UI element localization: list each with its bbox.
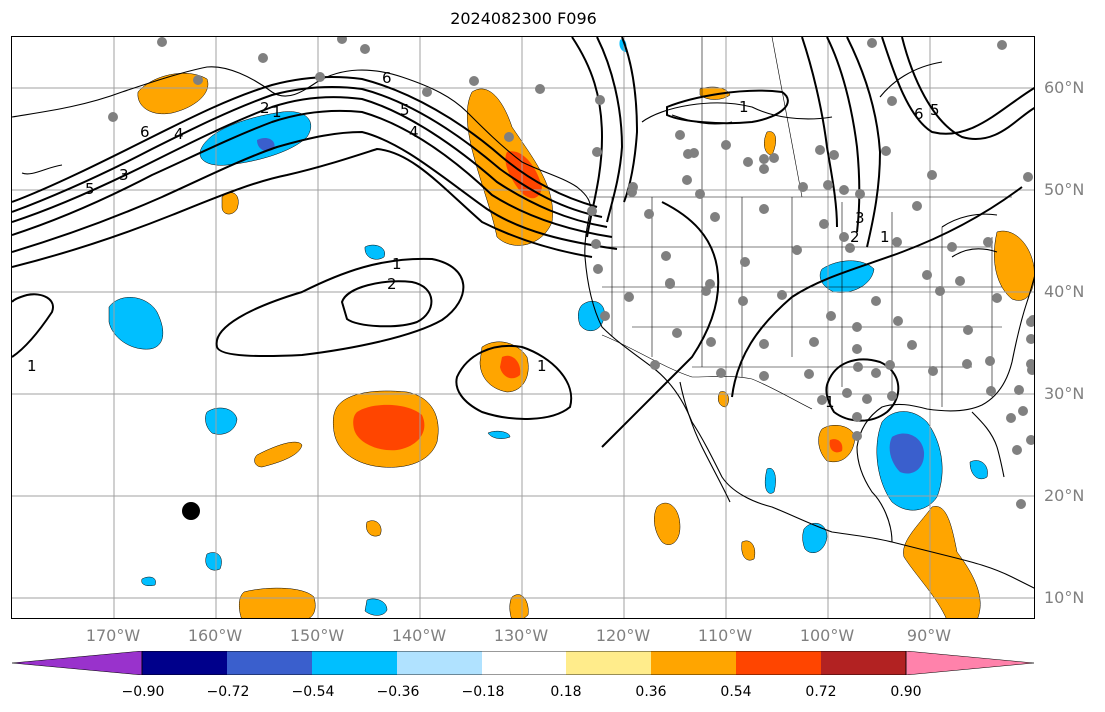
station-dots: [108, 37, 1034, 509]
lat-label: 50°N: [1044, 180, 1085, 199]
colorbar-segment: [566, 651, 651, 675]
lat-label: 20°N: [1044, 486, 1085, 505]
contour-label: 1: [825, 393, 835, 411]
lon-label: 90°W: [906, 626, 952, 645]
colorbar-tick-label: −0.36: [376, 684, 420, 700]
lat-label: 10°N: [1044, 588, 1085, 607]
colorbar-tick-label: 0.54: [720, 684, 752, 700]
lon-label: 160°W: [187, 626, 243, 645]
contour-label: 1: [739, 98, 749, 116]
colorbar-tick-label: −0.18: [461, 684, 505, 700]
colorbar-segment: [651, 651, 736, 675]
contour-label: 1: [272, 103, 282, 121]
colorbar-segment: [312, 651, 397, 675]
colorbar-tick-label: 0.90: [890, 684, 922, 700]
colorbar-segment: [736, 651, 821, 675]
contour-label: 5: [85, 180, 95, 198]
contour-label: 3: [855, 209, 865, 227]
contour-label: 1: [537, 357, 547, 375]
lon-label: 170°W: [85, 626, 141, 645]
colorbar-segment: [482, 651, 566, 675]
lon-label: 150°W: [289, 626, 345, 645]
contour-label: 2: [387, 275, 397, 293]
map-svg: 6 5 4 3 2 1 2 1 1 6 5 4 1 3 2 1 1 1 6 5: [12, 37, 1034, 618]
colorbar-tick-label: −0.72: [206, 684, 250, 700]
lon-label: 100°W: [799, 626, 855, 645]
contour-label: 1: [27, 357, 37, 375]
colorbar-tick-label: −0.54: [291, 684, 335, 700]
contour-label-group: 6 5 4 3 2 1 2 1 1 6 5 4 1 3 2 1 1 1 6 5: [27, 69, 940, 411]
lat-label: 40°N: [1044, 282, 1085, 301]
contour-label: 4: [174, 125, 184, 143]
colorbar: [12, 651, 1035, 675]
lon-label: 120°W: [595, 626, 651, 645]
contour-label: 6: [140, 123, 150, 141]
colorbar-tick-label: 0.72: [805, 684, 837, 700]
map-title: 2024082300 F096: [450, 9, 597, 28]
lon-label: 130°W: [493, 626, 549, 645]
colorbar-segment: [397, 651, 482, 675]
positive-anomaly-fill: [137, 73, 1034, 618]
contour-label: 5: [930, 101, 940, 119]
lon-label: 110°W: [697, 626, 753, 645]
contour-label: 2: [850, 228, 860, 246]
contour-label: 1: [880, 228, 890, 246]
colorbar-segment: [142, 651, 227, 675]
colorbar-tick-label: 0.18: [550, 684, 582, 700]
contour-label: 6: [382, 69, 392, 87]
colorbar-segment: [227, 651, 312, 675]
colorbar-segment: [821, 651, 906, 675]
contour-label: 3: [119, 166, 129, 184]
colorbar-under-triangle: [12, 651, 143, 675]
graticule: [12, 37, 1034, 618]
colorbar-tick-label: 0.36: [635, 684, 667, 700]
lat-label: 30°N: [1044, 384, 1085, 403]
map-panel: 6 5 4 3 2 1 2 1 1 6 5 4 1 3 2 1 1 1 6 5: [11, 36, 1035, 619]
contour-label: 2: [260, 99, 270, 117]
colorbar-over-triangle: [905, 651, 1035, 675]
lon-label: 140°W: [391, 626, 447, 645]
contour-label: 6: [914, 105, 924, 123]
contour-label: 4: [409, 123, 419, 141]
lat-label: 60°N: [1044, 78, 1085, 97]
contour-label: 1: [392, 255, 402, 273]
colorbar-tick-label: −0.90: [121, 684, 165, 700]
contour-label: 5: [400, 101, 410, 119]
coastlines: [12, 61, 1034, 589]
hawaii-marker-dot: [182, 502, 200, 520]
contour-lines: [12, 37, 1034, 448]
